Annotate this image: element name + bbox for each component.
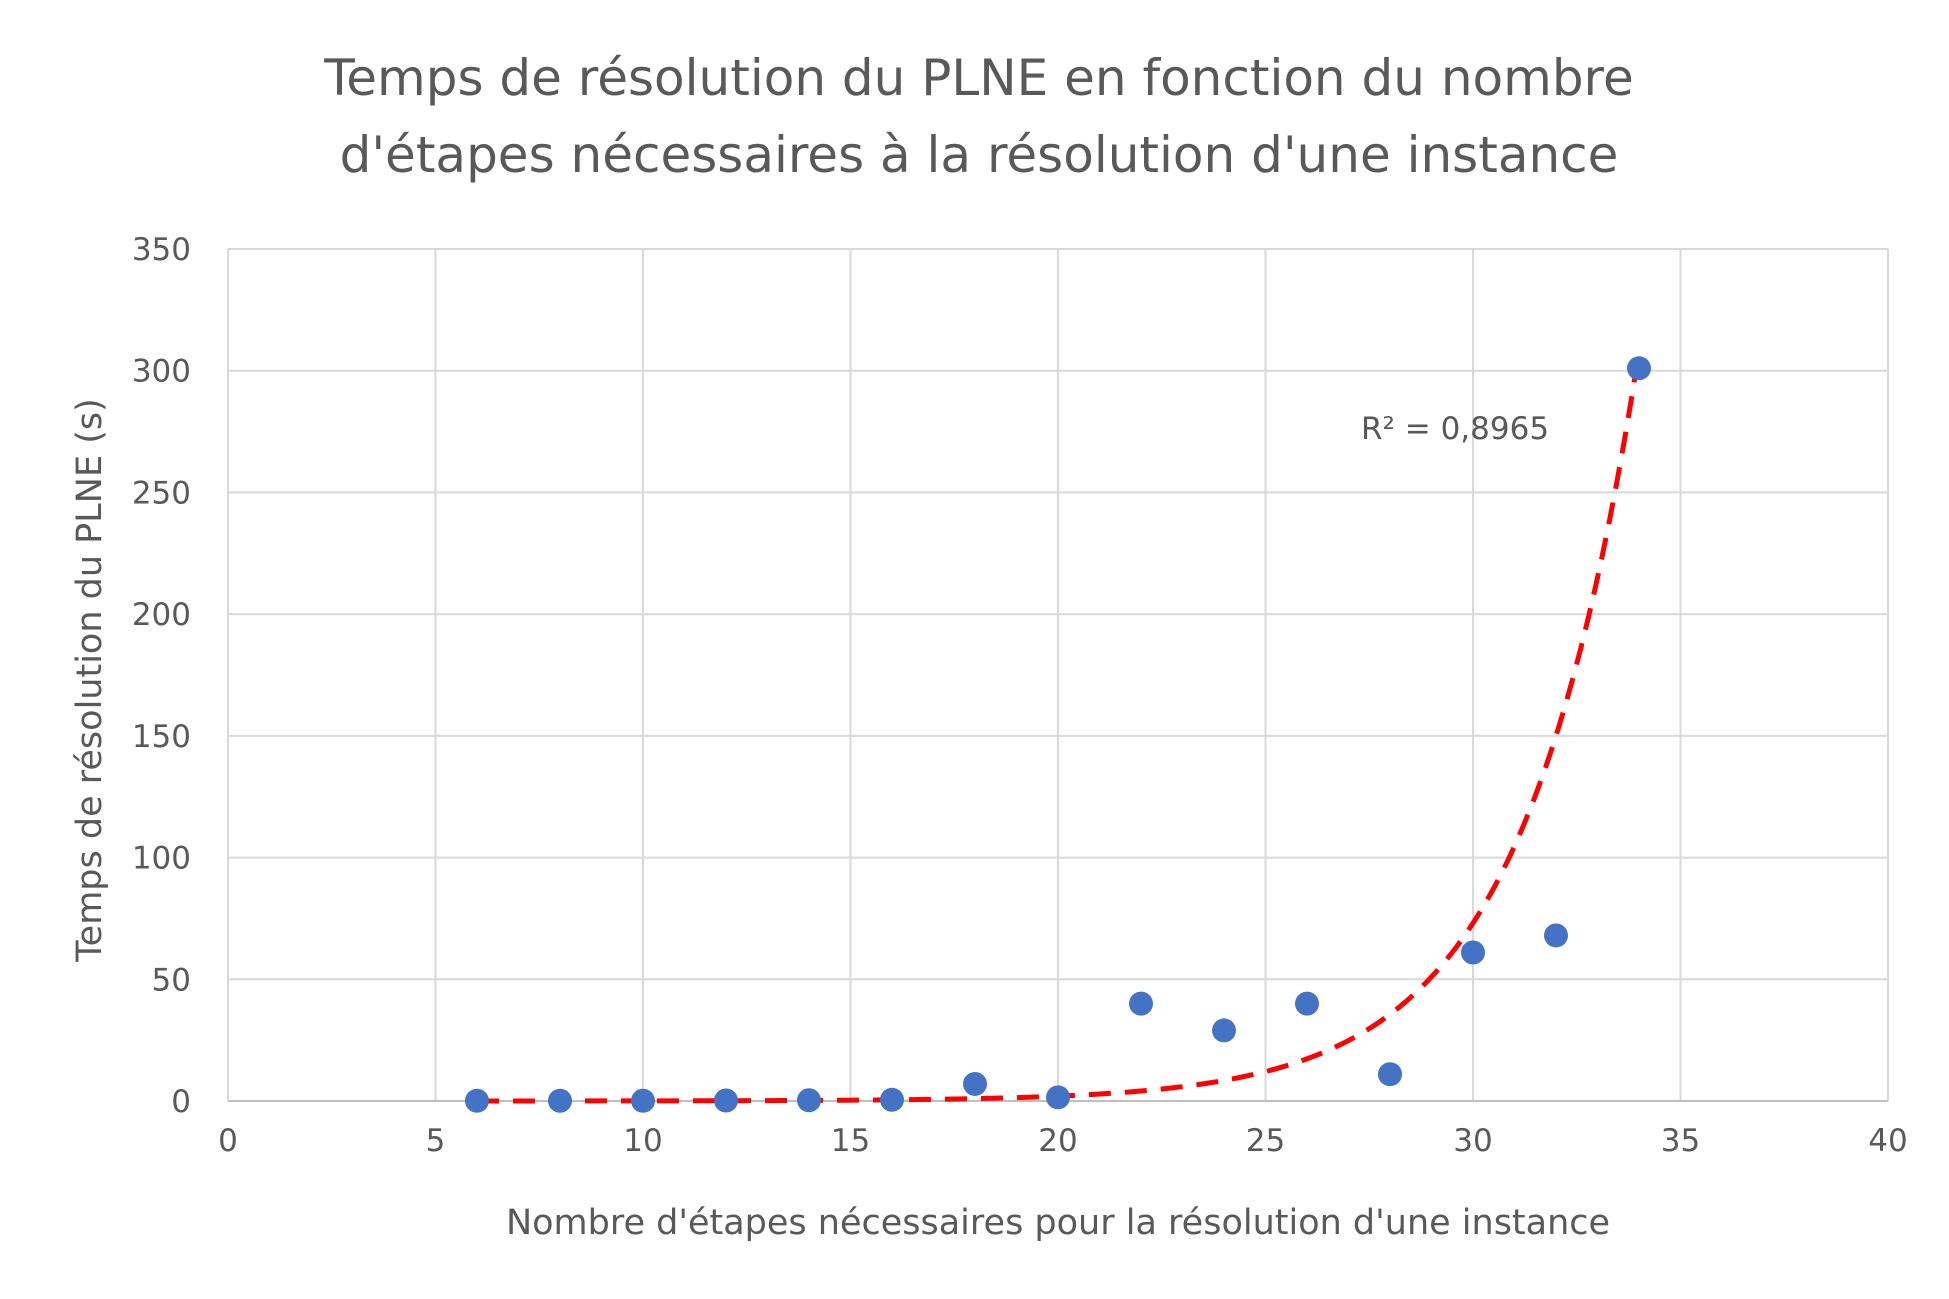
chart-title-line-1: Temps de résolution du PLNE en fonction … [323, 49, 1634, 107]
x-tick-label: 30 [1453, 1123, 1492, 1159]
data-point [1461, 940, 1485, 965]
y-axis-title: Temps de résolution du PLNE (s) [70, 398, 110, 963]
y-tick-label: 50 [152, 962, 191, 998]
x-tick-label: 40 [1868, 1123, 1907, 1159]
y-tick-label: 200 [132, 597, 191, 633]
data-point [880, 1087, 904, 1112]
r-squared-annotation: R² = 0,8965 [1361, 411, 1549, 447]
x-tick-labels: 0 5 10 15 20 25 30 35 40 [218, 1123, 1908, 1159]
x-tick-label: 5 [426, 1123, 446, 1159]
x-tick-label: 0 [218, 1123, 238, 1159]
gridlines [228, 248, 1889, 1101]
x-axis-title: Nombre d'étapes nécessaires pour la réso… [506, 1203, 1610, 1243]
data-point [465, 1088, 489, 1113]
data-point [1378, 1062, 1402, 1087]
data-point [714, 1088, 738, 1113]
data-point [1212, 1018, 1236, 1043]
y-tick-label: 300 [132, 354, 191, 390]
y-tick-label: 0 [171, 1084, 191, 1120]
y-tick-label: 350 [132, 232, 191, 268]
y-tick-label: 150 [132, 719, 191, 755]
data-point [1627, 356, 1651, 381]
data-point [548, 1088, 572, 1113]
data-point [963, 1071, 987, 1096]
data-point [1544, 923, 1568, 948]
x-tick-label: 20 [1038, 1123, 1077, 1159]
x-tick-label: 35 [1661, 1123, 1700, 1159]
y-tick-label: 250 [132, 475, 191, 511]
y-tick-label: 100 [132, 841, 191, 877]
y-tick-labels: 0 50 100 150 200 250 300 350 [132, 232, 191, 1120]
x-tick-label: 10 [623, 1123, 662, 1159]
data-point [631, 1088, 655, 1113]
data-points [465, 356, 1651, 1113]
data-point [797, 1088, 821, 1113]
data-point [1129, 991, 1153, 1016]
data-point [1295, 991, 1319, 1016]
x-tick-label: 15 [831, 1123, 870, 1159]
x-tick-label: 25 [1246, 1123, 1285, 1159]
data-point [1046, 1085, 1070, 1110]
chart-title-line-2: d'étapes nécessaires à la résolution d'u… [340, 126, 1619, 184]
